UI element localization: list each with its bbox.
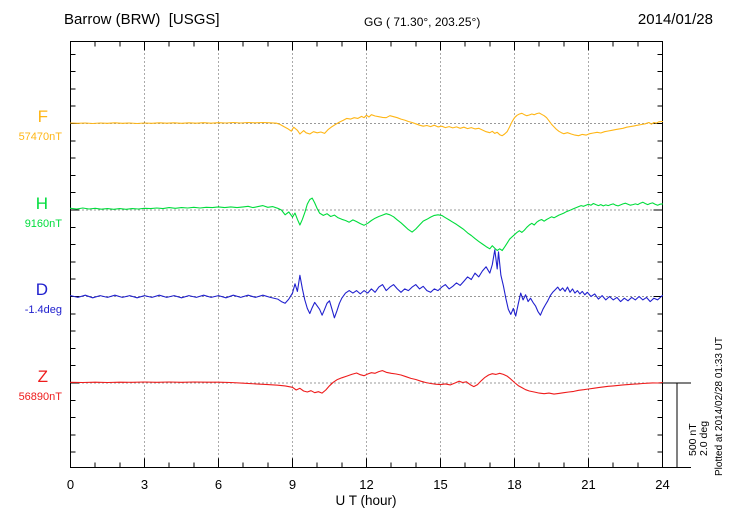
x-tick-label-18: 18 (507, 477, 522, 492)
x-tick-label-24: 24 (655, 477, 670, 492)
plot-frame (69, 40, 664, 469)
trace-H (69, 197, 664, 252)
axis-ticks (70, 41, 663, 468)
trace-Z (69, 370, 664, 395)
channel-baseline-value-Z: 56890nT (18, 390, 62, 403)
scale-bar-deg-label: 2.0 deg (698, 420, 710, 456)
x-tick-label-3: 3 (140, 477, 149, 492)
channel-baseline-value-D: -1.4deg (24, 304, 62, 316)
geographic-coordinates: GG ( 71.30°, 203.25°) (364, 15, 481, 29)
x-tick-label-21: 21 (581, 477, 596, 492)
gridlines (144, 41, 589, 468)
station-title: Barrow (BRW) [USGS] (64, 11, 220, 28)
channel-letter-H: H (35, 193, 48, 213)
trace-F (69, 112, 664, 137)
scale-bar-label: 500 nT 2.0 deg (687, 420, 710, 456)
x-axis-title: U T (hour) (335, 493, 397, 508)
channel-letter-F: F (37, 107, 48, 126)
x-tick-label-15: 15 (433, 477, 448, 492)
channel-baseline-value-H: 9160nT (24, 217, 62, 230)
scale-bar (662, 382, 691, 469)
plot-date: 2014/01/28 (637, 11, 713, 28)
x-tick-label-12: 12 (359, 477, 374, 492)
x-tick-label-0: 0 (66, 477, 75, 492)
trace-D (69, 249, 664, 319)
x-tick-label-9: 9 (288, 477, 297, 492)
channel-baselines (70, 123, 663, 384)
x-tick-label-6: 6 (214, 477, 223, 492)
channel-baseline-value-F: 57470nT (18, 131, 62, 143)
plotted-at-note: Plotted at 2014/02/28 01:33 UT (714, 337, 725, 476)
channel-letter-D: D (35, 280, 48, 299)
channel-letter-Z: Z (37, 366, 48, 386)
